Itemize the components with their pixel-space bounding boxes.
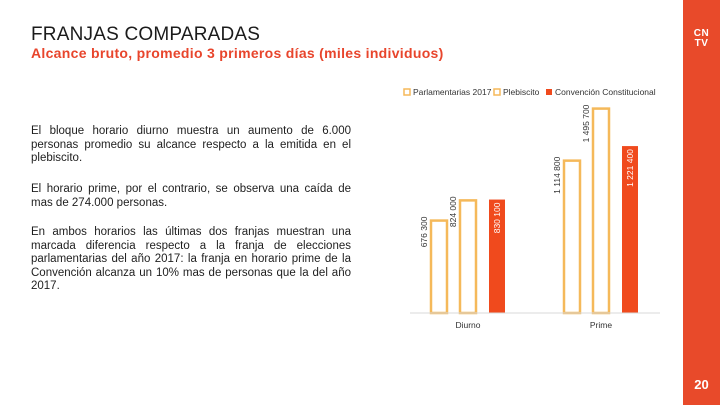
paragraph-prime: El horario prime, por el contrario, se o… bbox=[31, 183, 351, 209]
cntv-logo: CN TV bbox=[693, 28, 710, 49]
category-label-0: Diurno bbox=[455, 320, 480, 330]
data-label-1-2: 1 221 400 bbox=[625, 149, 635, 187]
paragraph-diurno: El bloque horario diurno muestra un aume… bbox=[31, 125, 351, 164]
paragraph-comparison: En ambos horarios las últimas dos franja… bbox=[31, 226, 351, 292]
legend-swatch-0 bbox=[403, 88, 411, 96]
legend-label-2: Convención Constitucional bbox=[555, 87, 656, 97]
bar-1-1 bbox=[591, 107, 611, 315]
brand-sidebar bbox=[683, 0, 720, 405]
page-subtitle: Alcance bruto, promedio 3 primeros días … bbox=[31, 45, 444, 61]
bar-1-2 bbox=[622, 146, 638, 313]
data-label-0-1: 824 000 bbox=[448, 196, 458, 227]
page-title: FRANJAS COMPARADAS bbox=[31, 24, 261, 45]
legend-label-1: Plebiscito bbox=[503, 87, 540, 97]
data-label-1-1: 1 495 700 bbox=[581, 104, 591, 142]
bar-1-0 bbox=[562, 159, 582, 315]
bar-0-2 bbox=[489, 199, 505, 313]
data-label-0-0: 676 300 bbox=[419, 216, 429, 247]
data-label-1-0: 1 114 800 bbox=[552, 156, 562, 193]
bar-0-0 bbox=[429, 219, 449, 315]
category-label-1: Prime bbox=[590, 320, 612, 330]
legend-swatch-2 bbox=[546, 89, 552, 95]
bar-0-1 bbox=[458, 199, 478, 315]
data-label-0-2: 830 100 bbox=[492, 202, 502, 233]
legend-label-0: Parlamentarias 2017 bbox=[413, 87, 492, 97]
page-number: 20 bbox=[694, 377, 709, 392]
legend-swatch-1 bbox=[493, 88, 501, 96]
